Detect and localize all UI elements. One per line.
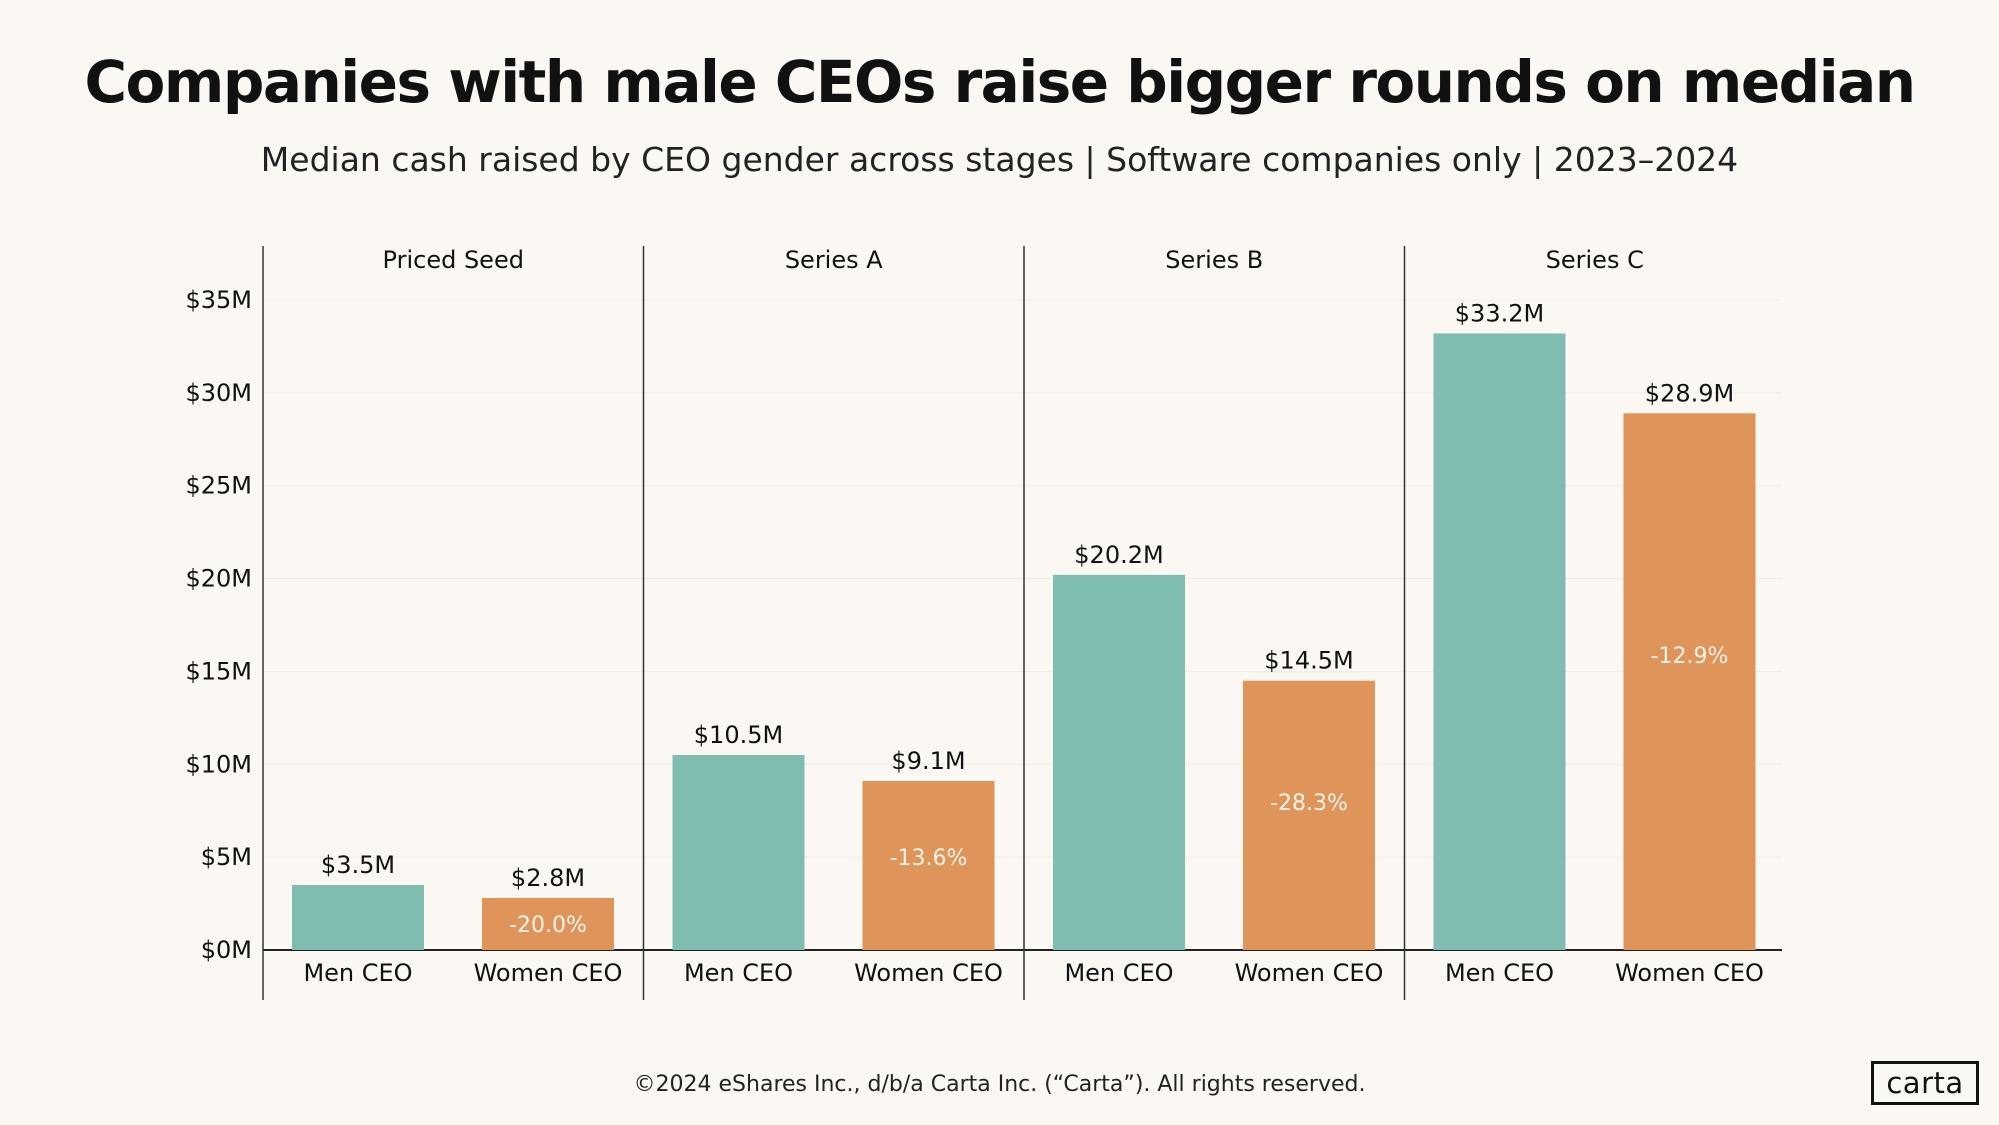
panel-stage-label: Series B <box>1165 246 1263 274</box>
chart-subtitle: Median cash raised by CEO gender across … <box>260 140 1739 179</box>
chart-title: Companies with male CEOs raise bigger ro… <box>84 48 1916 116</box>
bar-women-ceo <box>1243 680 1375 950</box>
panel-series-a: Series A $10.5M Men CEO $9.1M -13.6% Women CE… <box>672 246 1003 987</box>
panel-stage-label: Series C <box>1546 246 1644 274</box>
bar-value-label: $10.5M <box>694 721 783 749</box>
bar-men-ceo <box>292 885 424 950</box>
x-category-label: Men CEO <box>684 959 793 987</box>
x-category-label: Women CEO <box>1615 959 1764 987</box>
bar-women-ceo <box>482 898 614 950</box>
bar-women-ceo <box>862 781 995 950</box>
x-category-label: Women CEO <box>1235 959 1384 987</box>
chart-panels: Priced Seed $3.5M Men CEO $2.8M -20.0% Women … <box>262 246 1764 1000</box>
logo-text: carta <box>1886 1066 1964 1100</box>
y-tick-label: $5M <box>201 843 252 871</box>
y-tick-label: $10M <box>185 750 252 778</box>
bar-value-label: $33.2M <box>1455 299 1544 327</box>
x-category-label: Men CEO <box>303 959 412 987</box>
bar-value-label: $9.1M <box>891 747 965 775</box>
bar-chart: $0M $5M $10M $15M $20M $25M $30M $35M Priced Se… <box>185 246 1782 1000</box>
y-tick-label: $0M <box>201 936 252 964</box>
bar-women-ceo <box>1623 413 1756 950</box>
bar-value-label: $2.8M <box>511 864 585 892</box>
bar-diff-label: -12.9% <box>1651 644 1729 669</box>
x-category-label: Women CEO <box>854 959 1003 987</box>
panel-priced-seed: Priced Seed $3.5M Men CEO $2.8M -20.0% Women … <box>292 246 622 987</box>
copyright-footer: ©2024 eShares Inc., d/b/a Carta Inc. (“C… <box>633 1072 1366 1097</box>
panel-stage-label: Priced Seed <box>383 246 524 274</box>
bar-value-label: $3.5M <box>321 851 395 879</box>
x-category-label: Women CEO <box>474 959 623 987</box>
bar-diff-label: -28.3% <box>1270 791 1348 816</box>
y-tick-label: $25M <box>185 472 252 500</box>
y-tick-label: $20M <box>185 565 252 593</box>
bar-diff-label: -13.6% <box>890 846 968 871</box>
bar-value-label: $28.9M <box>1645 379 1734 407</box>
bar-men-ceo <box>672 755 805 950</box>
y-tick-label: $15M <box>185 657 252 685</box>
panel-series-c: Series C$33.2M Men CEO $28.9M -12.9% Women C… <box>1433 246 1764 987</box>
carta-logo: carta <box>1871 1061 1979 1105</box>
bar-men-ceo <box>1053 574 1185 950</box>
y-tick-label: $35M <box>185 286 252 314</box>
panel-stage-label: Series A <box>785 246 883 274</box>
bar-value-label: $14.5M <box>1264 647 1353 675</box>
panel-series-b: Series B $20.2M Men CEO $14.5M -28.3% Women C… <box>1053 246 1383 987</box>
bar-value-label: $20.2M <box>1074 541 1163 569</box>
bar-diff-label: -20.0% <box>509 913 587 938</box>
bar-men-ceo <box>1433 333 1566 950</box>
y-tick-label: $30M <box>185 379 252 407</box>
x-category-label: Men CEO <box>1064 959 1173 987</box>
x-category-label: Men CEO <box>1445 959 1554 987</box>
